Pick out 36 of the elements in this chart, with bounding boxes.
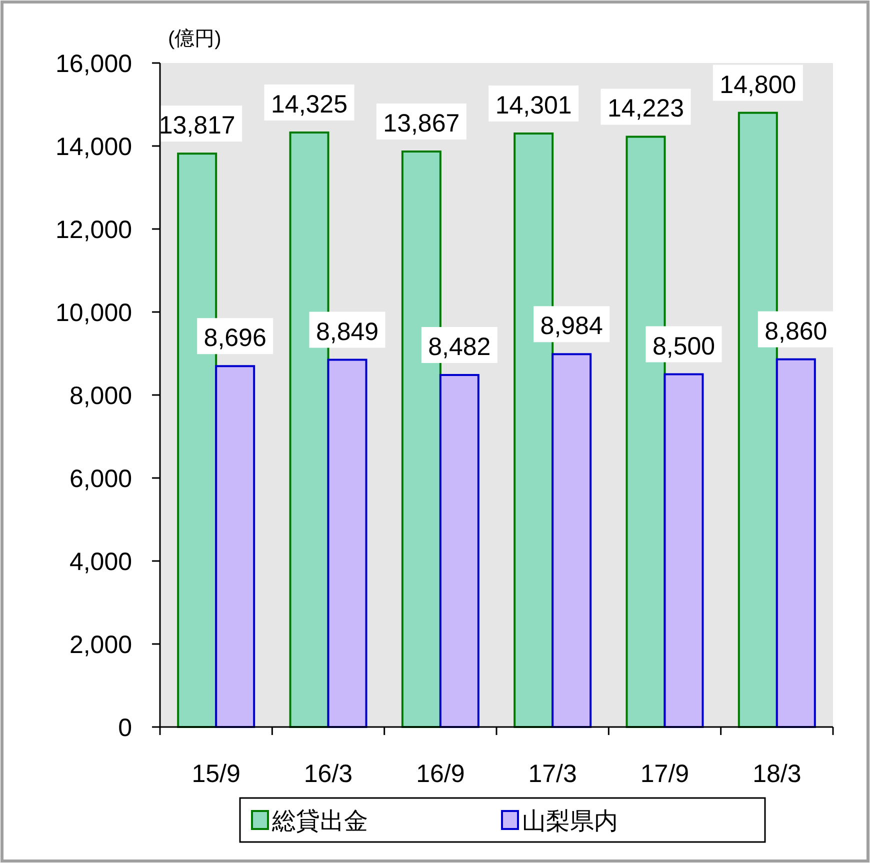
data-label: 14,800 — [720, 70, 796, 99]
data-label: 8,500 — [652, 332, 716, 360]
x-tick-label: 17/9 — [640, 760, 690, 788]
bar — [664, 373, 704, 728]
data-label: 14,223 — [608, 94, 684, 123]
y-tick-label: 10,000 — [56, 299, 132, 327]
bar — [776, 358, 816, 728]
legend-label: 総貸出金 — [271, 808, 368, 835]
data-label: 13,867 — [383, 110, 460, 138]
data-label: 14,301 — [495, 92, 572, 120]
bar — [552, 353, 592, 728]
data-label: 8,482 — [428, 332, 491, 361]
x-tick-label: 18/3 — [752, 760, 802, 788]
y-tick-label: 16,000 — [56, 50, 132, 78]
bar — [439, 374, 480, 728]
x-tick-label: 17/3 — [528, 760, 577, 788]
y-tick-label: 0 — [118, 714, 132, 742]
data-label: 13,817 — [158, 112, 236, 140]
x-tick-label: 16/3 — [304, 760, 353, 788]
x-tick-label: 16/9 — [416, 760, 465, 788]
y-tick-label: 8,000 — [69, 382, 132, 410]
y-tick-label: 14,000 — [56, 133, 132, 161]
y-axis-title: (億円) — [168, 28, 222, 50]
y-tick-label: 12,000 — [56, 216, 132, 244]
data-label: 8,696 — [204, 324, 266, 352]
y-tick-label: 6,000 — [69, 465, 132, 493]
x-tick-label: 15/9 — [192, 760, 240, 788]
bar — [327, 358, 368, 728]
data-label: 8,849 — [316, 318, 379, 346]
data-label: 8,984 — [540, 312, 603, 340]
y-tick-label: 4,000 — [69, 548, 132, 576]
legend-label: 山梨県内 — [522, 808, 618, 835]
y-tick-label: 2,000 — [69, 631, 132, 659]
bar — [215, 365, 256, 728]
data-label: 8,860 — [764, 317, 828, 346]
data-label: 14,325 — [271, 90, 348, 119]
